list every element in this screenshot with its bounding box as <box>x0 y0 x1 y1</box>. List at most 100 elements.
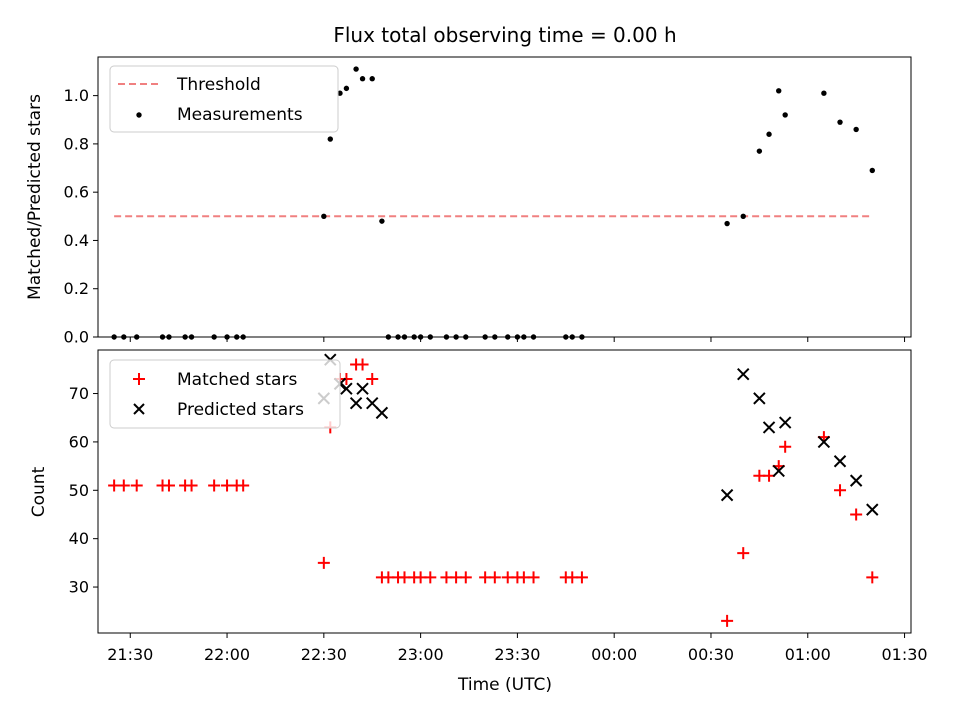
legend-measurements-swatch <box>136 112 142 118</box>
chart-title: Flux total observing time = 0.00 h <box>333 23 676 47</box>
predicted-star-point <box>356 382 369 395</box>
measurement-point <box>463 334 469 340</box>
x-tick-label: 21:30 <box>107 645 153 664</box>
panel-top-marks <box>111 66 875 340</box>
y-tick-label: 70 <box>69 384 89 403</box>
matched-star-point <box>130 479 143 492</box>
panel-top-frame <box>97 56 912 338</box>
measurement-point <box>134 334 140 340</box>
y-tick-label: 0.0 <box>64 328 89 347</box>
predicted-star-point <box>366 397 379 410</box>
x-axis-title: Time (UTC) <box>457 675 552 695</box>
panel-bottom-axes: 30 40 50 60 70 21:30 22:00 22:30 23:00 23:30 00:00… <box>69 384 928 664</box>
y-tick-label: 0.4 <box>64 231 89 250</box>
measurement-point <box>211 334 217 340</box>
measurement-point <box>443 334 450 340</box>
measurement-point <box>234 334 240 340</box>
matched-star-point <box>317 556 330 569</box>
measurement-point <box>121 334 127 340</box>
matched-star-point <box>356 358 369 371</box>
predicted-star-point <box>737 367 750 381</box>
matched-star-point <box>117 479 130 492</box>
x-tick-label: 23:00 <box>398 645 444 664</box>
panel-bottom-frame <box>97 349 912 634</box>
matched-star-point <box>424 571 437 584</box>
measurement-point <box>782 112 788 118</box>
legend-predicted-swatch <box>133 403 145 415</box>
measurement-point <box>379 218 385 224</box>
measurement-point <box>401 334 408 340</box>
panel-bottom: 30 40 50 60 70 21:30 22:00 22:30 23:00 23:30 00:00… <box>29 349 928 695</box>
measurement-point <box>337 90 343 96</box>
y-tick-label: 0.6 <box>64 183 89 202</box>
y-tick-label: 0.8 <box>64 134 89 153</box>
matched-star-point <box>721 614 734 627</box>
measurement-point <box>321 213 327 220</box>
predicted-star-point <box>866 503 879 516</box>
predicted-star-point <box>349 397 363 410</box>
panel-top-gridless-axes: 0.0 0.2 0.4 0.6 0.8 1.0 <box>64 86 906 347</box>
matched-star-point <box>488 571 501 584</box>
measurement-point <box>776 88 782 94</box>
matched-star-point <box>237 479 250 492</box>
predicted-star-point <box>849 474 863 487</box>
measurement-point <box>563 334 569 340</box>
panel-bottom-legend-box <box>109 359 341 429</box>
y-tick-label: 0.2 <box>64 279 89 298</box>
panel-top-legend: Threshold Measurements <box>109 65 339 133</box>
predicted-star-point <box>375 406 389 420</box>
measurement-point <box>395 334 401 340</box>
measurement-point <box>521 334 527 340</box>
matched-star-point <box>366 373 379 386</box>
y-tick-label: 30 <box>69 578 89 597</box>
predicted-star-point <box>772 464 785 478</box>
predicted-star-point <box>762 421 776 434</box>
matched-star-point <box>162 479 175 492</box>
predicted-star-point <box>753 392 766 405</box>
x-tick-label: 23:30 <box>494 645 540 664</box>
x-tick-label: 01:00 <box>785 645 831 664</box>
measurement-point <box>369 76 375 82</box>
legend-matched-label: Matched stars <box>177 370 297 390</box>
measurement-point <box>740 213 746 220</box>
legend-predicted-label: Predicted stars <box>177 400 304 420</box>
predicted-star-point <box>340 382 353 395</box>
legend-matched-swatch <box>133 373 145 385</box>
measurement-point <box>869 167 875 174</box>
measurement-point <box>530 334 537 340</box>
measurement-point <box>756 148 763 154</box>
x-tick-label: 22:30 <box>301 645 347 664</box>
measurement-point <box>224 334 230 340</box>
measurement-point <box>385 334 392 340</box>
legend-threshold-label: Threshold <box>176 75 261 95</box>
measurement-point <box>166 334 172 340</box>
predicted-star-point <box>817 435 831 449</box>
predicted-star-point <box>833 455 847 468</box>
measurement-point <box>327 136 333 142</box>
matched-star-point <box>834 484 847 497</box>
measurement-point <box>579 334 585 340</box>
measurement-point <box>453 334 459 340</box>
panel-bottom-ylabel: Count <box>29 466 49 517</box>
matched-star-point <box>208 479 221 492</box>
matched-star-point <box>850 508 863 521</box>
measurement-point <box>411 334 417 340</box>
measurement-point <box>188 334 195 340</box>
measurement-point <box>492 334 498 340</box>
measurement-point <box>853 126 859 133</box>
measurement-point <box>569 334 575 340</box>
y-tick-label: 1.0 <box>64 86 89 105</box>
matched-star-point <box>527 571 540 584</box>
legend-measurements-label: Measurements <box>177 105 303 125</box>
matched-star-point <box>340 373 353 386</box>
predicted-star-point <box>720 488 734 502</box>
measurement-point <box>514 334 521 340</box>
measurement-point <box>111 334 117 340</box>
x-tick-label: 22:00 <box>204 645 250 664</box>
matched-star-point <box>459 571 472 584</box>
measurement-point <box>837 119 843 125</box>
matched-star-point <box>866 571 879 584</box>
measurement-point <box>482 334 488 340</box>
x-tick-label: 00:30 <box>688 645 734 664</box>
measurement-point <box>417 334 424 340</box>
